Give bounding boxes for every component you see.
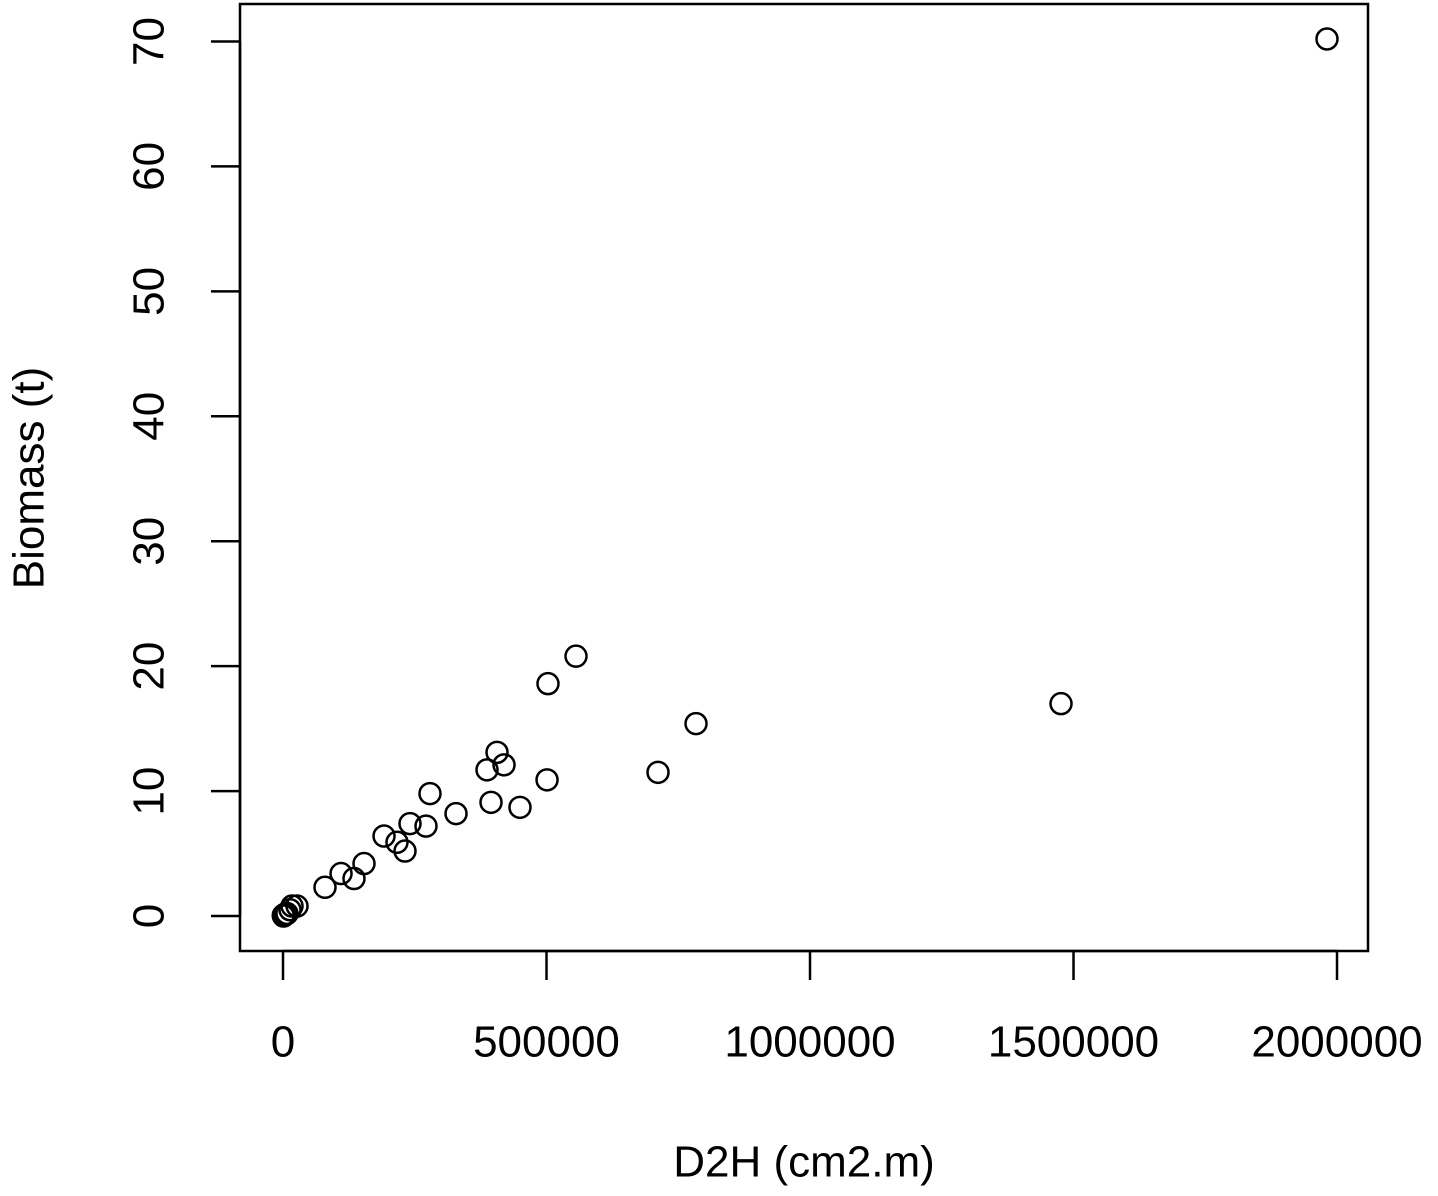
point <box>536 671 560 696</box>
point <box>271 903 296 928</box>
point <box>385 830 409 855</box>
point <box>444 801 468 826</box>
point <box>398 811 422 836</box>
point <box>342 866 366 891</box>
point <box>414 814 438 838</box>
point <box>352 851 376 876</box>
x-axis-title: D2H (cm2.m) <box>673 1138 935 1187</box>
point <box>475 758 499 782</box>
x-tick-label: 2000000 <box>1251 1018 1422 1067</box>
y-tick-label: 20 <box>125 642 174 691</box>
x-tick-label: 0 <box>271 1018 295 1067</box>
y-axis-title: Biomass (t) <box>5 367 54 589</box>
point <box>508 795 532 820</box>
point <box>564 644 588 668</box>
point <box>313 875 337 900</box>
point <box>418 781 442 806</box>
point <box>535 768 559 792</box>
point <box>329 861 353 886</box>
y-tick-label: 60 <box>125 142 174 191</box>
x-tick-label: 500000 <box>473 1018 620 1067</box>
point <box>278 898 302 922</box>
x-tick-label: 1500000 <box>988 1018 1159 1067</box>
point <box>1049 691 1073 716</box>
y-tick-label: 0 <box>125 904 174 928</box>
x-tick-label: 1000000 <box>724 1018 895 1067</box>
point <box>646 760 670 785</box>
y-tick-label: 10 <box>125 767 174 816</box>
y-tick-label: 50 <box>125 267 174 316</box>
y-tick-label: 40 <box>125 392 174 441</box>
point <box>492 753 516 777</box>
point <box>485 740 509 765</box>
point <box>372 824 396 848</box>
point <box>1315 27 1339 51</box>
y-tick-label: 70 <box>125 17 174 66</box>
y-tick-label: 30 <box>125 517 174 566</box>
point <box>393 839 417 863</box>
plot-frame <box>238 2 1370 953</box>
point <box>479 790 503 815</box>
point <box>684 711 708 736</box>
